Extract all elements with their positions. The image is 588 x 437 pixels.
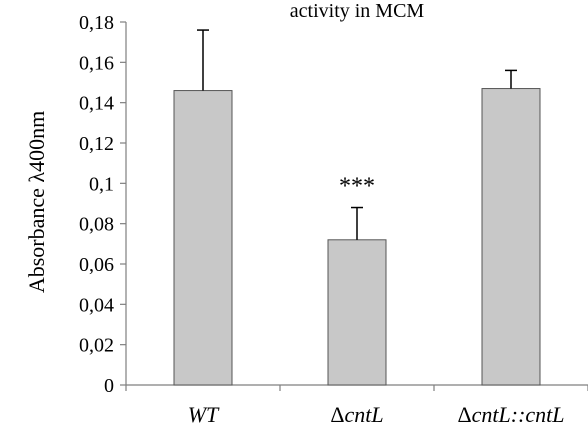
y-tick-label: 0,08 bbox=[79, 214, 114, 236]
error-bars bbox=[197, 29, 517, 240]
y-axis-label: Absorbance λ400nm bbox=[24, 111, 49, 293]
y-tick-label: 0,1 bbox=[89, 173, 114, 195]
y-tick-label: 0,06 bbox=[79, 254, 114, 276]
significance-label: *** bbox=[339, 174, 375, 200]
bar bbox=[173, 90, 233, 386]
y-tick-label: 0,02 bbox=[79, 335, 114, 357]
y-axis: 0 0,02 0,04 0,06 0,08 0,1 0,12 0,14 0,16 0,18 bbox=[79, 12, 127, 397]
x-tick-labels: WT ΔcntL ΔcntL::cntL bbox=[188, 402, 565, 427]
x-tick-label: WT bbox=[188, 402, 220, 427]
chart-title: activity in MCM bbox=[290, 0, 425, 22]
bars bbox=[173, 88, 541, 386]
y-tick-label: 0,12 bbox=[79, 133, 114, 155]
x-tick-label: ΔcntL bbox=[330, 402, 383, 427]
x-tick-label: ΔcntL::cntL bbox=[457, 402, 564, 427]
bar bbox=[327, 239, 387, 386]
y-tick-label: 0,04 bbox=[79, 294, 114, 316]
y-tick-label: 0 bbox=[104, 375, 114, 397]
y-tick-label: 0,18 bbox=[79, 12, 114, 34]
bar bbox=[481, 88, 541, 386]
significance-annotations: *** bbox=[339, 174, 375, 200]
y-tick-label: 0,16 bbox=[79, 52, 114, 74]
x-axis bbox=[125, 384, 588, 391]
y-tick-label: 0,14 bbox=[79, 93, 114, 115]
